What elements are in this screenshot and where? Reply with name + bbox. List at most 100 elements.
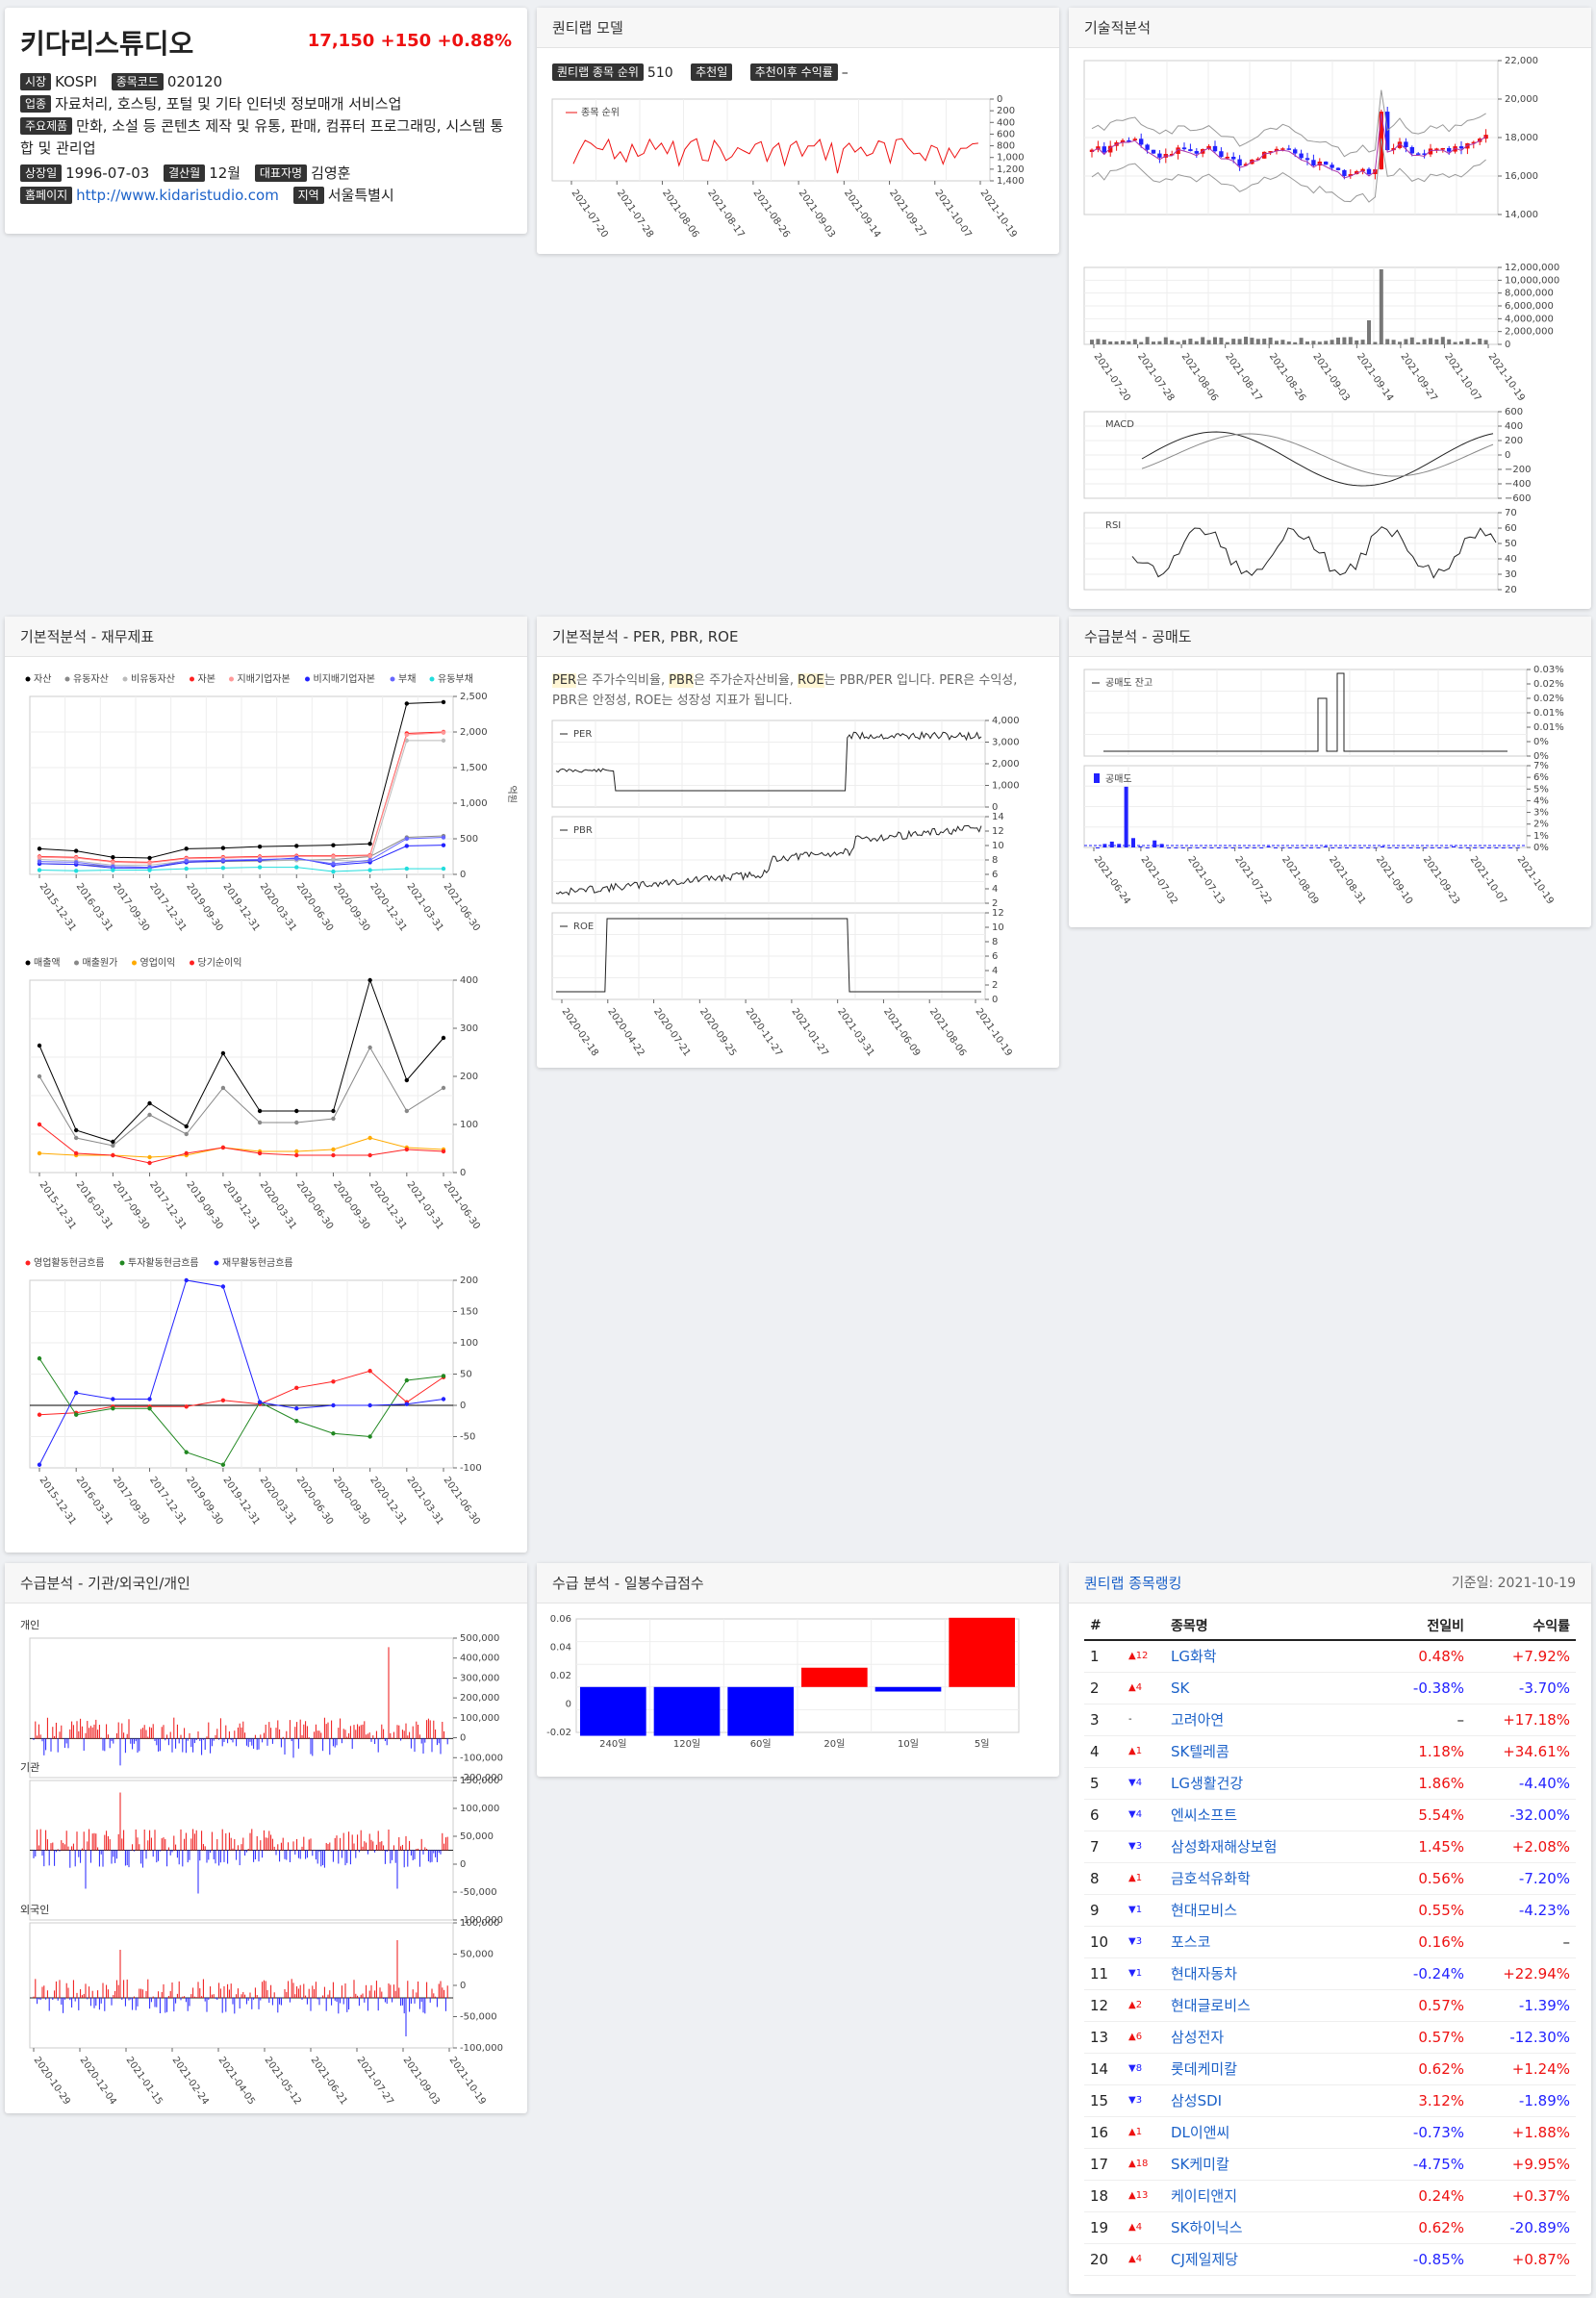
candle bbox=[1176, 147, 1180, 154]
rank-move: ▲4 bbox=[1123, 2211, 1165, 2244]
table-row[interactable]: 17 ▲18 SK케미칼 -4.75% +9.95% bbox=[1084, 2148, 1576, 2181]
candle bbox=[1440, 148, 1445, 150]
y-tick-label: 100,000 bbox=[460, 1713, 499, 1724]
cashflow-series-point bbox=[404, 1402, 410, 1406]
rank-no: 4 bbox=[1084, 1735, 1123, 1768]
rank-return: +0.37% bbox=[1470, 2180, 1576, 2212]
stock-link[interactable]: DL이앤씨 bbox=[1165, 2116, 1374, 2149]
table-row[interactable]: 5 ▼4 LG생활건강 1.86% -4.40% bbox=[1084, 1767, 1576, 1800]
y-tick-label: 0 bbox=[460, 870, 466, 880]
fund-card: 기본적분석 - 재무제표 자산 유동자산 비유동자산 자본 지배기업자본 비지배기업자본 부… bbox=[5, 617, 527, 1553]
legend-dot bbox=[25, 1260, 31, 1266]
table-row[interactable]: 8 ▲1 금호석유화학 0.56% -7.20% bbox=[1084, 1862, 1576, 1895]
table-row[interactable]: 12 ▲2 현대글로비스 0.57% -1.39% bbox=[1084, 1989, 1576, 2022]
table-row[interactable]: 9 ▼1 현대모비스 0.55% -4.23% bbox=[1084, 1894, 1576, 1927]
y-tick-label: 0 bbox=[460, 1859, 466, 1870]
code-value: 020120 bbox=[166, 73, 223, 90]
candle bbox=[1360, 168, 1365, 172]
volume-bar bbox=[1176, 341, 1180, 344]
asset-series-point bbox=[331, 858, 336, 863]
y-tick-label: -50,000 bbox=[460, 1887, 497, 1898]
volume-bar bbox=[1244, 337, 1248, 344]
stock-link[interactable]: 케이티앤지 bbox=[1165, 2180, 1374, 2212]
volume-bar bbox=[1416, 341, 1421, 344]
table-row[interactable]: 16 ▲1 DL이앤씨 -0.73% +1.88% bbox=[1084, 2116, 1576, 2149]
table-row[interactable]: 3- 고려아연 – +17.18% bbox=[1084, 1704, 1576, 1736]
income-series-point bbox=[367, 1045, 372, 1050]
y-tick-label: 10 bbox=[992, 922, 1004, 933]
stock-link[interactable]: 삼성전자 bbox=[1165, 2021, 1374, 2054]
stock-link[interactable]: LG화학 bbox=[1165, 1640, 1374, 1673]
y-tick-label: 14 bbox=[992, 812, 1004, 822]
volume-bar bbox=[1459, 341, 1463, 344]
stock-link[interactable]: SK하이닉스 bbox=[1165, 2211, 1374, 2244]
table-row[interactable]: 15 ▼3 삼성SDI 3.12% -1.89% bbox=[1084, 2084, 1576, 2117]
table-row[interactable]: 20 ▲4 CJ제일제당 -0.85% +0.87% bbox=[1084, 2243, 1576, 2276]
income-series-point bbox=[441, 1035, 446, 1041]
stock-link[interactable]: SK케미칼 bbox=[1165, 2148, 1374, 2181]
table-row[interactable]: 6 ▼4 엔씨소프트 5.54% -32.00% bbox=[1084, 1799, 1576, 1831]
asset-series-point bbox=[37, 846, 42, 851]
cashflow-series-point bbox=[73, 1390, 79, 1396]
candle bbox=[1299, 153, 1304, 159]
candle bbox=[1330, 164, 1334, 168]
table-row[interactable]: 14 ▼8 롯데케미칼 0.62% +1.24% bbox=[1084, 2053, 1576, 2085]
x-tick-label: 2021-09-23 bbox=[1421, 854, 1461, 906]
stock-link[interactable]: CJ제일제당 bbox=[1165, 2243, 1374, 2276]
legend-dot bbox=[25, 960, 31, 966]
asset-series-point bbox=[257, 865, 263, 870]
cashflow-series-point bbox=[220, 1284, 226, 1289]
y-tick-label: 0 bbox=[460, 1733, 466, 1744]
rank-return: -3.70% bbox=[1470, 1672, 1576, 1705]
stock-link[interactable]: SK텔레콤 bbox=[1165, 1735, 1374, 1768]
short-bar bbox=[1216, 847, 1221, 848]
table-row[interactable]: 7 ▼3 삼성화재해상보험 1.45% +2.08% bbox=[1084, 1831, 1576, 1863]
product-value: 만화, 소설 등 콘텐츠 제작 및 유통, 판매, 컴퓨터 프로그래밍, 시스템… bbox=[20, 117, 504, 157]
stock-link[interactable]: 포스코 bbox=[1165, 1926, 1374, 1958]
rank-return: +7.92% bbox=[1470, 1640, 1576, 1673]
plot-frame bbox=[29, 1922, 454, 2049]
stock-link[interactable]: 롯데케미칼 bbox=[1165, 2053, 1374, 2085]
y-tick-label: 70 bbox=[1505, 508, 1517, 518]
stock-link[interactable]: 삼성SDI bbox=[1165, 2084, 1374, 2117]
candle bbox=[1293, 149, 1298, 154]
table-row[interactable]: 1 ▲12 LG화학 0.48% +7.92% bbox=[1084, 1640, 1576, 1673]
y-tick-label: 18,000 bbox=[1505, 133, 1538, 143]
industry-tag: 업종 bbox=[20, 95, 52, 113]
stock-link[interactable]: 현대모비스 bbox=[1165, 1894, 1374, 1927]
rank-change: 1.18% bbox=[1374, 1735, 1470, 1768]
y-tick-label: 12 bbox=[992, 826, 1004, 837]
volume-bar bbox=[1360, 340, 1365, 344]
rank-return: -7.20% bbox=[1470, 1862, 1576, 1895]
table-row[interactable]: 19 ▲4 SK하이닉스 0.62% -20.89% bbox=[1084, 2211, 1576, 2244]
legend-label: 지배기업자본 bbox=[238, 672, 291, 685]
unit-label: 억원 bbox=[506, 786, 518, 803]
table-row[interactable]: 2 ▲4 SK -0.38% -3.70% bbox=[1084, 1672, 1576, 1705]
stock-link[interactable]: SK bbox=[1165, 1672, 1374, 1705]
per-title: 기본적분석 - PER, PBR, ROE bbox=[537, 617, 1059, 657]
stock-link[interactable]: 현대글로비스 bbox=[1165, 1989, 1374, 2022]
legend-dot bbox=[64, 676, 70, 682]
x-tick-label: 2020-02-18 bbox=[560, 1006, 600, 1058]
stock-link[interactable]: 고려아연 bbox=[1165, 1704, 1374, 1736]
volume-bar bbox=[1478, 338, 1482, 344]
model-card: 퀀티랩 모델 퀀티랩 종목 순위 510 추천일 추천이후 수익률 – 0 200 40… bbox=[537, 8, 1059, 254]
stock-link[interactable]: 금호석유화학 bbox=[1165, 1862, 1374, 1895]
income-series-point bbox=[331, 1147, 336, 1152]
stock-link[interactable]: LG생활건강 bbox=[1165, 1767, 1374, 1800]
table-row[interactable]: 13 ▲6 삼성전자 0.57% -12.30% bbox=[1084, 2021, 1576, 2054]
table-row[interactable]: 11 ▼1 현대자동차 -0.24% +22.94% bbox=[1084, 1957, 1576, 1990]
candle bbox=[1127, 139, 1131, 142]
stock-link[interactable]: 삼성화재해상보험 bbox=[1165, 1831, 1374, 1863]
x-tick-label: 2021-09-27 bbox=[1398, 351, 1438, 403]
stock-link[interactable]: 현대자동차 bbox=[1165, 1957, 1374, 1990]
homepage-link[interactable]: http://www.kidaristudio.com bbox=[76, 187, 279, 204]
score-card: 수급 분석 - 일봉수급점수 0.06 0.04 0.02 0 -0.02 240일 120… bbox=[537, 1563, 1059, 1777]
stock-link[interactable]: 엔씨소프트 bbox=[1165, 1799, 1374, 1831]
table-row[interactable]: 10 ▼3 포스코 0.16% – bbox=[1084, 1926, 1576, 1958]
table-row[interactable]: 18 ▲13 케이티앤지 0.24% +0.37% bbox=[1084, 2180, 1576, 2212]
short-bar bbox=[1238, 847, 1242, 848]
x-tick-label: 2021-08-06 bbox=[927, 1006, 968, 1058]
table-row[interactable]: 4 ▲1 SK텔레콤 1.18% +34.61% bbox=[1084, 1735, 1576, 1768]
